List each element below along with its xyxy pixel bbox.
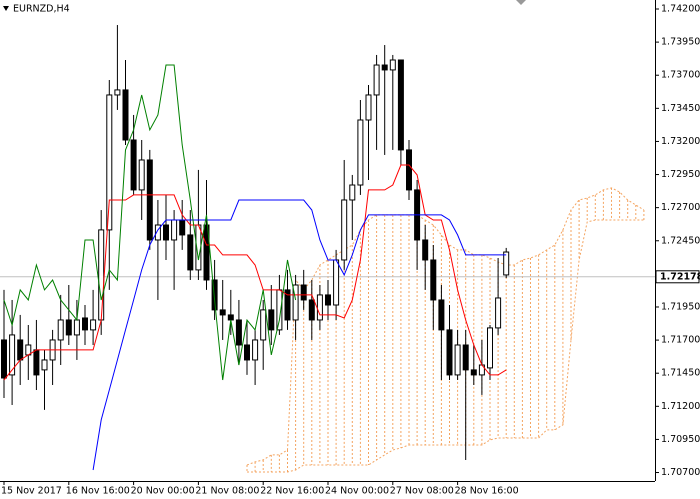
- x-tick-label: 16 Nov 16:00: [66, 486, 130, 497]
- candle-body: [495, 297, 502, 329]
- x-tick-label: 24 Nov 00:00: [325, 486, 389, 497]
- candle-body: [503, 251, 510, 276]
- candle-body: [357, 119, 364, 186]
- y-tick-label: 1.73200: [661, 136, 700, 147]
- candle-body: [163, 224, 169, 241]
- shift-marker: [516, 0, 526, 5]
- candle-body: [365, 94, 372, 121]
- chart-title: EURNZD,H4: [13, 4, 70, 15]
- candle-body: [33, 349, 40, 376]
- candle-body: [422, 239, 429, 261]
- candle-body: [470, 369, 477, 376]
- y-tick-label: 1.73700: [661, 70, 700, 81]
- candle-body: [17, 339, 24, 361]
- candle-body: [41, 359, 48, 371]
- candle-body: [235, 319, 242, 346]
- candle-body: [73, 319, 80, 336]
- y-tick-label: 1.71950: [661, 301, 700, 312]
- candle-body: [57, 319, 64, 341]
- candle-body: [389, 59, 396, 71]
- y-tick-label: 1.71700: [661, 335, 700, 346]
- candle-body: [268, 309, 275, 331]
- candle-body: [82, 317, 88, 331]
- candle-body: [373, 64, 380, 96]
- candle-body: [138, 159, 145, 191]
- candle-body: [65, 319, 72, 336]
- candle-body: [219, 309, 226, 316]
- candle-body: [487, 327, 493, 369]
- candle-body: [90, 319, 97, 331]
- candle-body: [260, 309, 267, 341]
- candle-body: [179, 219, 186, 236]
- candle-body: [308, 299, 315, 321]
- y-tick-label: 1.73450: [661, 103, 700, 114]
- candle-body: [462, 344, 469, 371]
- candle-body: [446, 329, 453, 376]
- x-tick-label: 28 Nov 16:00: [455, 486, 519, 497]
- candle-body: [244, 344, 250, 361]
- x-tick-label: 20 Nov 00:00: [131, 486, 195, 497]
- x-tick-label: 15 Nov 2017: [1, 486, 62, 497]
- candle-body: [454, 344, 461, 376]
- candle-body: [227, 314, 234, 321]
- cloud-edge: [246, 187, 645, 466]
- last-price-label: 1.72178: [660, 271, 700, 282]
- y-tick-label: 1.72450: [661, 235, 700, 246]
- candle-body: [122, 89, 129, 141]
- title-icon: [3, 6, 9, 11]
- y-tick-label: 1.72700: [661, 202, 700, 213]
- candle-body: [430, 259, 437, 301]
- candle-body: [106, 94, 113, 231]
- candle-body: [9, 334, 16, 376]
- candle-body: [438, 299, 445, 331]
- candle-body: [187, 234, 194, 271]
- candle-body: [284, 289, 291, 321]
- indicator-line: [3, 164, 507, 381]
- y-tick-label: 1.70950: [661, 434, 700, 445]
- candle-body: [316, 294, 323, 321]
- candle-body: [1, 339, 7, 379]
- plot-area: [0, 25, 655, 473]
- y-tick-label: 1.71450: [661, 368, 700, 379]
- candle-body: [397, 59, 404, 151]
- candle-body: [333, 259, 340, 306]
- y-tick-label: 1.71200: [661, 401, 700, 412]
- indicator-line: [92, 199, 507, 471]
- cloud-edge: [247, 219, 644, 473]
- candle-body: [146, 159, 153, 241]
- candle-body: [300, 284, 307, 301]
- x-tick-label: 22 Nov 16:00: [260, 486, 324, 497]
- candle-body: [406, 149, 412, 191]
- x-tick-label: 27 Nov 08:00: [390, 486, 454, 497]
- candle-body: [154, 224, 161, 241]
- y-tick-label: 1.73950: [661, 37, 700, 48]
- candle-body: [98, 229, 105, 321]
- candle-body: [341, 199, 348, 261]
- candle-body: [203, 224, 210, 281]
- candle-body: [292, 284, 299, 321]
- y-tick-label: 1.74200: [661, 4, 700, 15]
- indicator-line: [3, 64, 297, 381]
- candle-body: [252, 339, 259, 361]
- y-tick-label: 1.70700: [661, 467, 700, 478]
- candle-body: [381, 64, 388, 71]
- last-price-box: [655, 270, 700, 284]
- y-tick-label: 1.72950: [661, 169, 700, 180]
- candle-body: [114, 89, 121, 96]
- candle-body: [130, 139, 137, 191]
- x-tick-label: 21 Nov 08:00: [195, 486, 259, 497]
- candle-body: [349, 184, 356, 201]
- candle-body: [171, 219, 178, 241]
- candle-body: [325, 294, 331, 306]
